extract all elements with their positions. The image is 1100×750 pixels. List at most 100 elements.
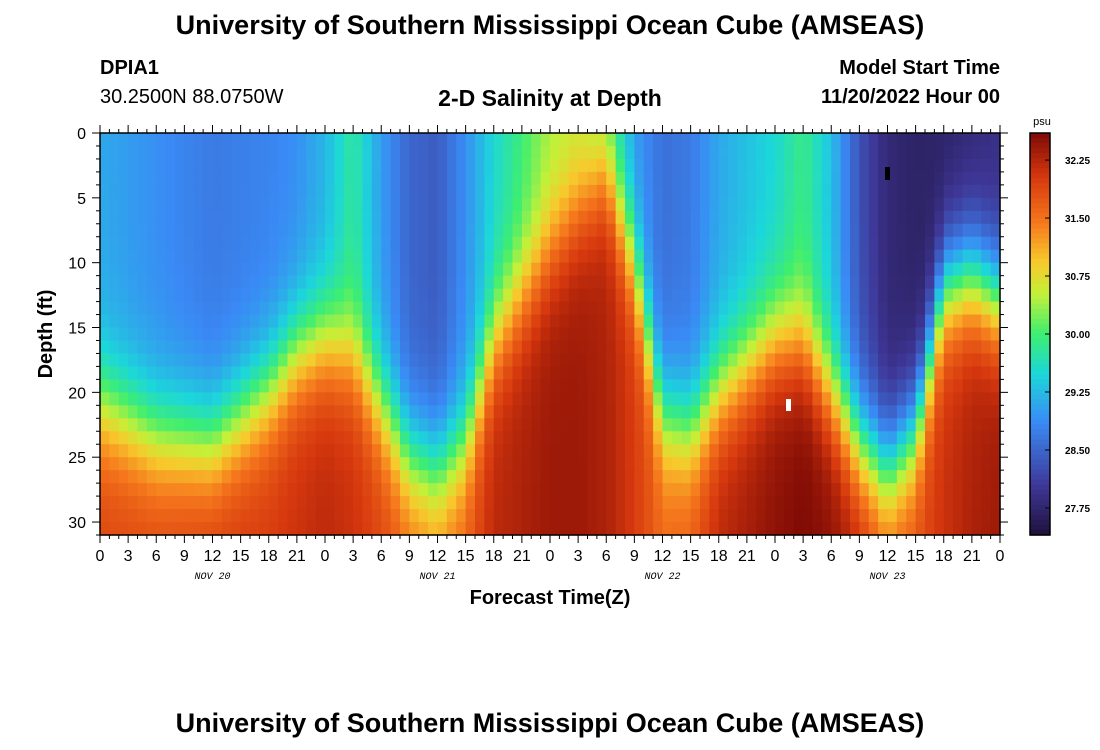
- heatmap-cell: [137, 210, 148, 225]
- heatmap-cell: [915, 171, 926, 186]
- heatmap-cell: [362, 158, 373, 173]
- heatmap-cell: [118, 522, 129, 536]
- heatmap-cell: [606, 418, 617, 432]
- heatmap-cell: [353, 133, 364, 147]
- heatmap-cell: [681, 496, 692, 510]
- heatmap-cell: [728, 301, 739, 316]
- heatmap-cell: [765, 353, 776, 368]
- heatmap-cell: [362, 210, 373, 225]
- heatmap-cell: [690, 431, 701, 445]
- heatmap-cell: [615, 457, 626, 471]
- heatmap-cell: [409, 353, 420, 368]
- heatmap-cell: [503, 444, 514, 458]
- heatmap-cell: [371, 340, 382, 355]
- heatmap-cell: [521, 418, 532, 432]
- heatmap-cell: [128, 314, 139, 329]
- heatmap-cell: [531, 483, 542, 497]
- day-label: NOV 20: [194, 572, 230, 583]
- heatmap-cell: [981, 262, 992, 277]
- heatmap-cell: [746, 145, 757, 160]
- heatmap-cell: [671, 444, 682, 458]
- heatmap-cell: [268, 522, 279, 536]
- heatmap-cell: [728, 392, 739, 406]
- heatmap-cell: [831, 145, 842, 160]
- heatmap-cell: [896, 288, 907, 303]
- heatmap-cell: [343, 509, 354, 523]
- heatmap-cell: [203, 327, 214, 342]
- heatmap-cell: [484, 457, 495, 471]
- heatmap-cell: [681, 249, 692, 264]
- heatmap-cell: [109, 392, 120, 406]
- heatmap-cell: [446, 223, 457, 238]
- heatmap-cell: [681, 353, 692, 368]
- heatmap-cell: [428, 249, 439, 264]
- heatmap-cell: [259, 288, 270, 303]
- heatmap-cell: [962, 223, 973, 238]
- heatmap-cell: [718, 145, 729, 160]
- heatmap-cell: [718, 405, 729, 419]
- heatmap-cell: [615, 405, 626, 419]
- heatmap-cell: [587, 522, 598, 536]
- colorbar-tick-label: 28.50: [1065, 446, 1090, 457]
- heatmap-cell: [362, 301, 373, 316]
- heatmap-cell: [962, 392, 973, 406]
- heatmap-cell: [100, 314, 110, 329]
- heatmap-cell: [643, 236, 654, 251]
- heatmap-cell: [887, 366, 898, 380]
- heatmap-cell: [446, 171, 457, 186]
- heatmap-cell: [240, 457, 251, 471]
- heatmap-cell: [493, 496, 504, 510]
- heatmap-cell: [437, 223, 448, 238]
- heatmap-cell: [437, 314, 448, 329]
- heatmap-cell: [475, 158, 485, 173]
- heatmap-cell: [915, 236, 926, 251]
- heatmap-cell: [587, 470, 598, 484]
- heatmap-cell: [343, 249, 354, 264]
- heatmap-cell: [887, 262, 898, 277]
- heatmap-cell: [390, 314, 401, 329]
- heatmap-cell: [990, 288, 1001, 303]
- heatmap-cell: [793, 431, 804, 445]
- heatmap-cell: [146, 236, 157, 251]
- heatmap-cell: [250, 418, 260, 432]
- heatmap-cell: [203, 249, 214, 264]
- heatmap-cell: [831, 197, 842, 212]
- heatmap-cell: [484, 314, 495, 329]
- heatmap-cell: [250, 133, 260, 147]
- heatmap-cell: [400, 327, 410, 342]
- heatmap-cell: [484, 145, 495, 160]
- heatmap-cell: [512, 366, 523, 380]
- heatmap-cell: [193, 314, 204, 329]
- heatmap-cell: [953, 496, 964, 510]
- heatmap-cell: [259, 275, 270, 290]
- heatmap-cell: [775, 522, 785, 536]
- heatmap-cell: [156, 392, 167, 406]
- heatmap-cell: [850, 275, 860, 290]
- heatmap-cell: [409, 171, 420, 186]
- heatmap-cell: [456, 288, 467, 303]
- heatmap-cell: [709, 133, 720, 147]
- heatmap-cell: [868, 314, 879, 329]
- heatmap-cell: [100, 366, 110, 380]
- heatmap-cell: [784, 197, 795, 212]
- heatmap-cell: [943, 158, 954, 173]
- heatmap-cell: [953, 236, 964, 251]
- heatmap-cell: [981, 158, 992, 173]
- heatmap-cell: [821, 431, 832, 445]
- heatmap-cell: [737, 171, 748, 186]
- heatmap-cell: [878, 483, 889, 497]
- heatmap-cell: [681, 483, 692, 497]
- heatmap-cell: [962, 327, 973, 342]
- heatmap-cell: [850, 457, 860, 471]
- heatmap-cell: [100, 522, 110, 536]
- heatmap-cell: [325, 405, 335, 419]
- colorbar-swatch: [1030, 519, 1050, 526]
- heatmap-cell: [325, 171, 335, 186]
- heatmap-cell: [465, 405, 476, 419]
- heatmap-cell: [896, 496, 907, 510]
- heatmap-cell: [353, 418, 364, 432]
- heatmap-cell: [756, 340, 767, 355]
- heatmap-cell: [859, 301, 870, 316]
- colorbar-swatch: [1030, 203, 1050, 209]
- x-tick-label: 0: [546, 548, 555, 565]
